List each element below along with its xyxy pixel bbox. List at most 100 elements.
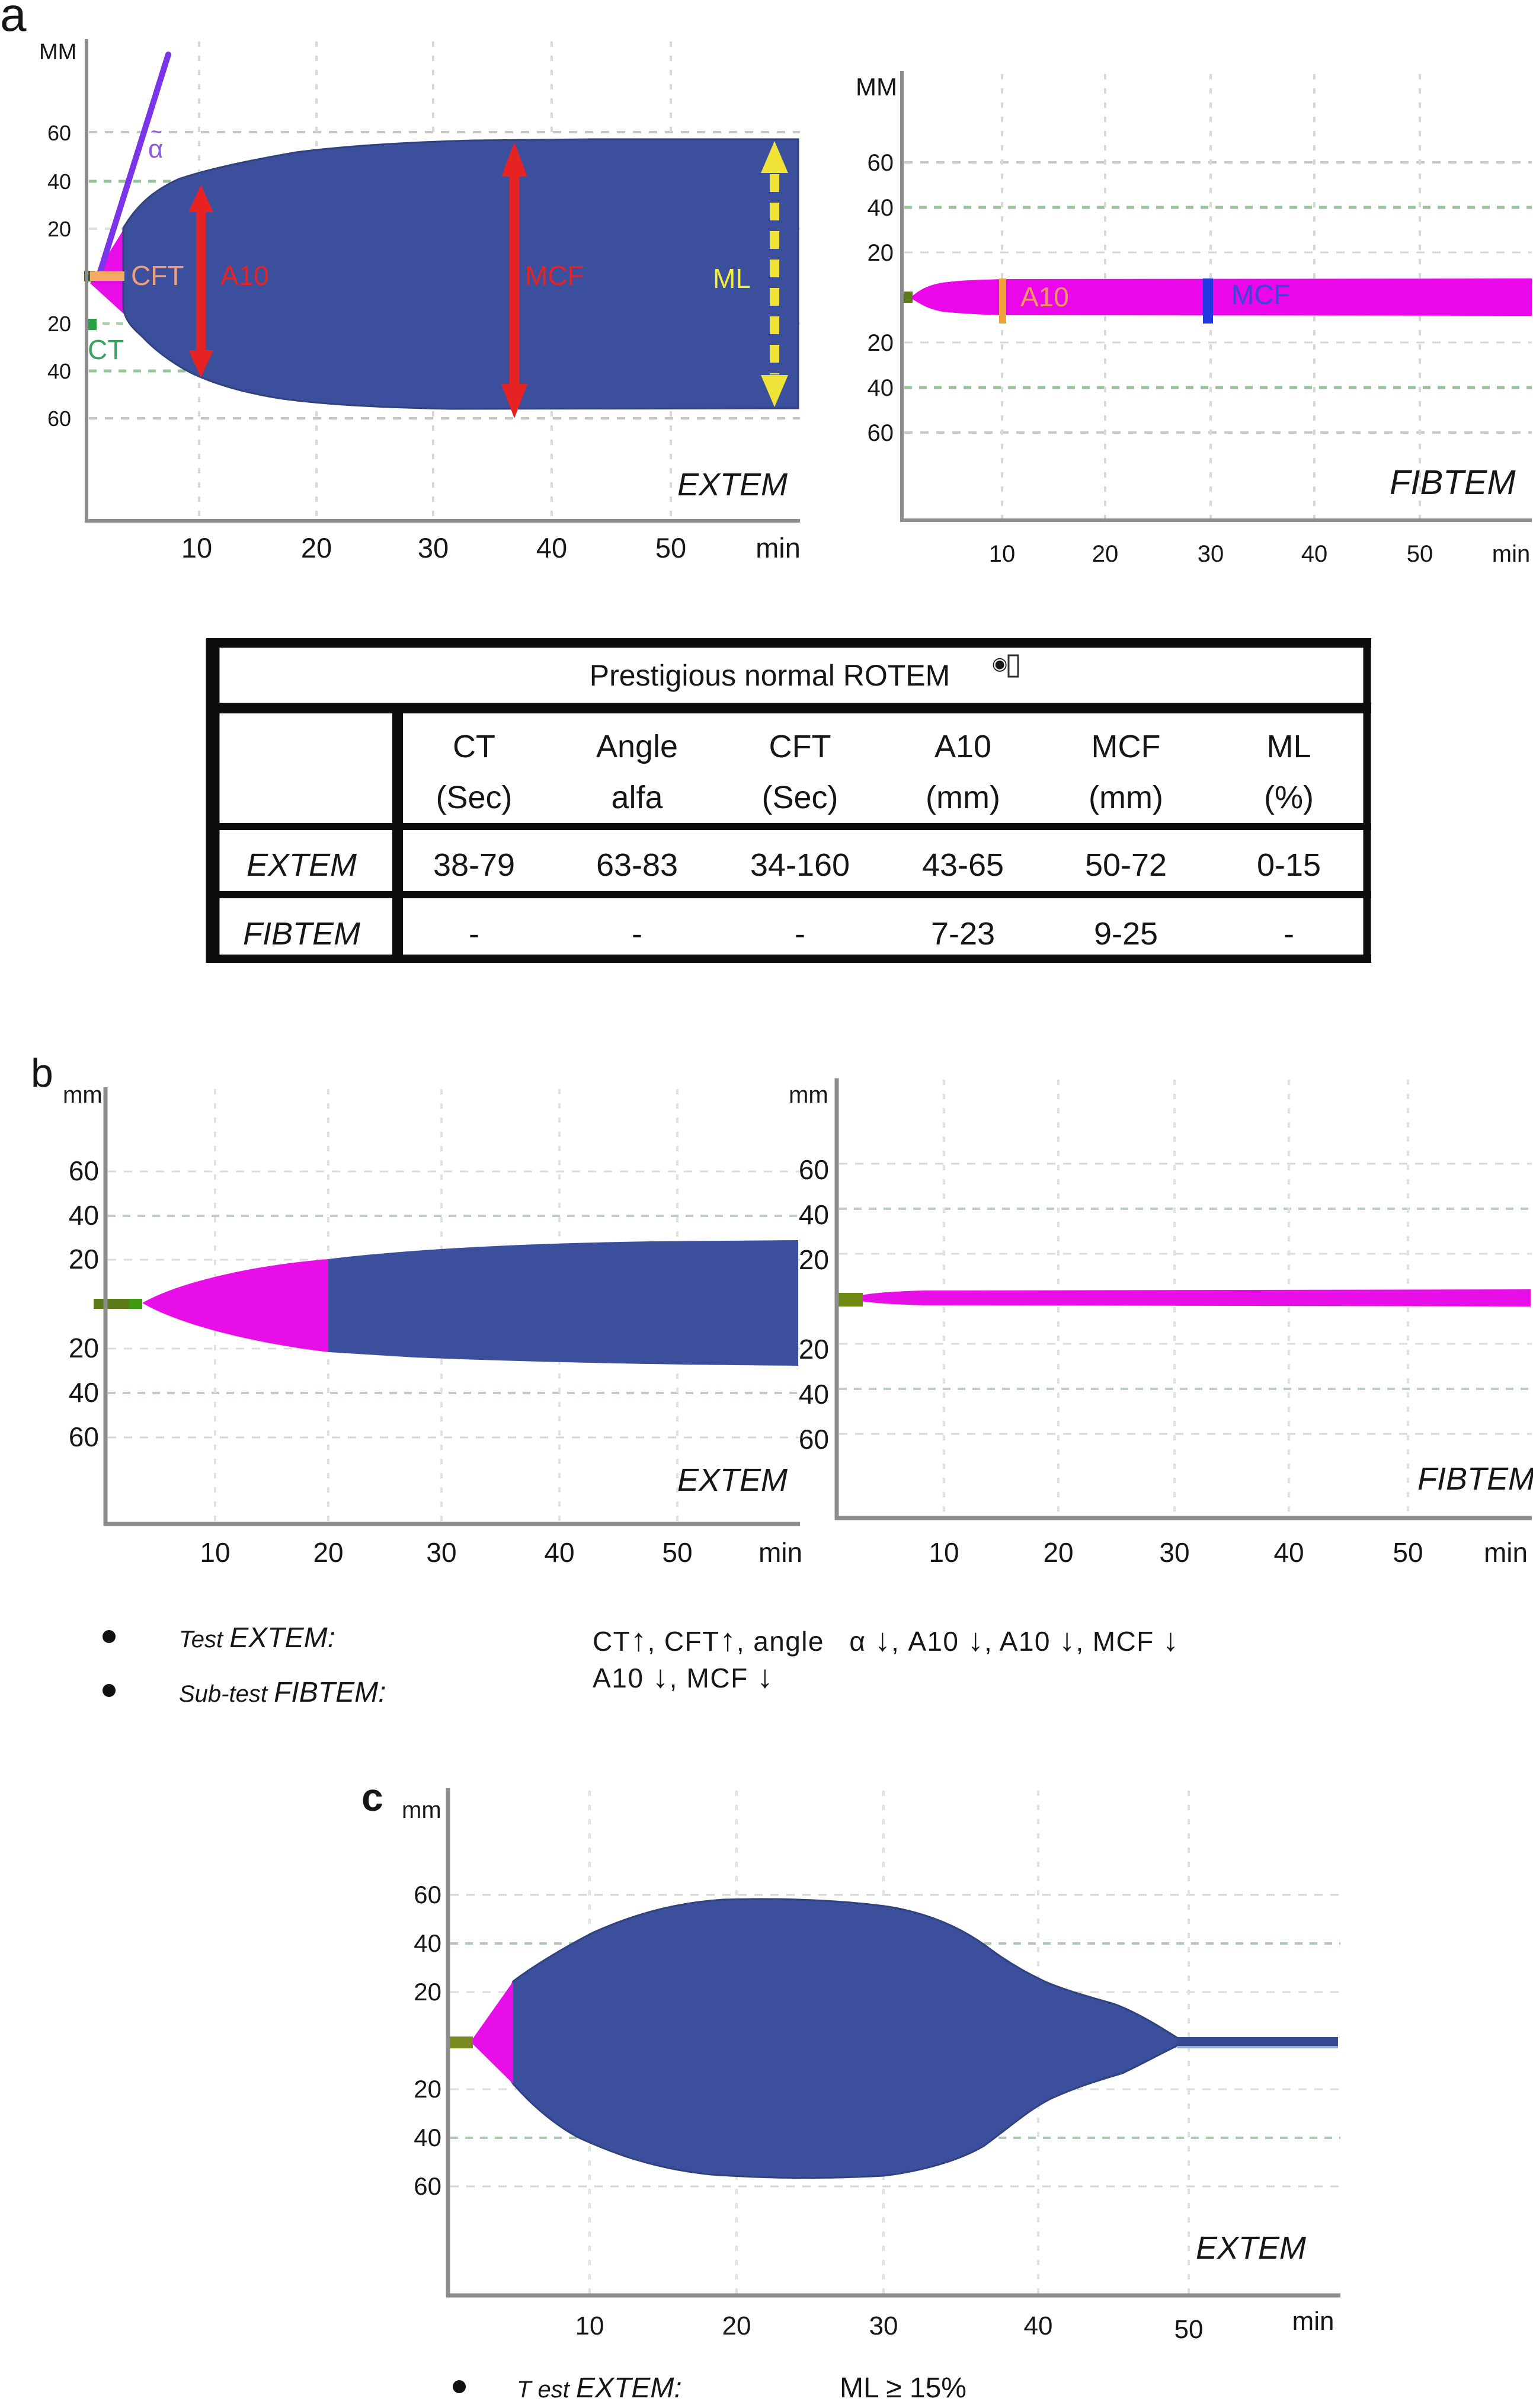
svg-text:20: 20 — [414, 2075, 441, 2103]
svg-text:b: b — [31, 1051, 53, 1096]
svg-text:40: 40 — [1301, 541, 1328, 567]
svg-text:60: 60 — [414, 1881, 441, 1909]
svg-text:40: 40 — [414, 1929, 441, 1957]
svg-text:9-25: 9-25 — [1094, 916, 1158, 952]
svg-text:20: 20 — [69, 1333, 99, 1363]
svg-text:mm: mm — [63, 1082, 103, 1108]
svg-text:Angle: Angle — [596, 729, 678, 764]
svg-text:60: 60 — [69, 1155, 99, 1186]
svg-text:40: 40 — [799, 1379, 829, 1410]
svg-text:20: 20 — [1043, 1537, 1073, 1568]
svg-text:38-79: 38-79 — [433, 847, 515, 883]
svg-text:A10 ↓, MCF ↓: A10 ↓, MCF ↓ — [593, 1659, 774, 1695]
svg-text:FIBTEM: FIBTEM — [1417, 1461, 1533, 1497]
svg-text:20: 20 — [799, 1334, 829, 1365]
svg-text:10: 10 — [181, 532, 212, 563]
svg-text:40: 40 — [544, 1537, 574, 1568]
svg-text:min: min — [1292, 2307, 1334, 2336]
svg-text:30: 30 — [1198, 541, 1224, 567]
svg-text:CFT: CFT — [131, 260, 184, 291]
svg-text:60: 60 — [868, 420, 894, 446]
svg-text:(Sec): (Sec) — [436, 780, 512, 815]
svg-text:Prestigious normal ROTEM: Prestigious normal ROTEM — [590, 659, 950, 692]
svg-text:63-83: 63-83 — [596, 847, 678, 883]
svg-text:alfa: alfa — [611, 780, 663, 815]
svg-text:MM: MM — [856, 73, 897, 101]
svg-text:30: 30 — [869, 2311, 898, 2340]
svg-text:CT: CT — [453, 729, 495, 764]
svg-text:EXTEM: EXTEM — [677, 467, 788, 502]
svg-text:A10: A10 — [220, 260, 269, 291]
svg-text:50: 50 — [1393, 1537, 1423, 1568]
svg-text:-: - — [795, 916, 805, 952]
svg-text:ML: ML — [713, 263, 751, 294]
svg-text:40: 40 — [536, 532, 567, 563]
svg-text:Sub-test FIBTEM:: Sub-test FIBTEM: — [179, 1677, 386, 1708]
svg-text:◉: ◉ — [992, 654, 1007, 674]
svg-text:min: min — [756, 532, 801, 563]
svg-text:A10: A10 — [934, 729, 991, 764]
svg-text:20: 20 — [722, 2311, 751, 2340]
svg-text:40: 40 — [414, 2124, 441, 2151]
svg-text:20: 20 — [47, 312, 71, 336]
svg-text:20: 20 — [414, 1978, 441, 2006]
svg-text:40: 40 — [47, 359, 71, 383]
svg-text:-: - — [1284, 916, 1294, 952]
svg-text:40: 40 — [69, 1200, 99, 1231]
svg-text:40: 40 — [799, 1199, 829, 1230]
svg-text:mm: mm — [402, 1797, 441, 1823]
svg-text:a: a — [0, 0, 27, 41]
svg-text:10: 10 — [575, 2311, 604, 2340]
svg-text:CT↑, CFT↑, angle α ↓, A10 ↓,: CT↑, CFT↑, angle α ↓, A10 ↓, A10 ↓, MCF … — [593, 1622, 1179, 1658]
svg-text:50-72: 50-72 — [1085, 847, 1167, 883]
svg-text:(Sec): (Sec) — [761, 780, 838, 815]
svg-text:10: 10 — [200, 1537, 230, 1568]
svg-text:30: 30 — [426, 1537, 456, 1568]
svg-text:CT: CT — [88, 334, 124, 365]
svg-text:-: - — [632, 916, 642, 952]
svg-text:40: 40 — [47, 169, 71, 194]
svg-text:50: 50 — [1174, 2315, 1204, 2344]
svg-text:20: 20 — [868, 330, 894, 356]
svg-text:43-65: 43-65 — [922, 847, 1004, 883]
svg-text:(mm): (mm) — [1089, 780, 1163, 815]
svg-text:50: 50 — [655, 532, 686, 563]
svg-text:20: 20 — [868, 240, 894, 266]
svg-text:MCF: MCF — [1092, 729, 1161, 764]
svg-text:40: 40 — [1024, 2311, 1053, 2340]
svg-text:mm: mm — [789, 1082, 828, 1108]
svg-text:40: 40 — [69, 1377, 99, 1408]
svg-text:20: 20 — [313, 1537, 343, 1568]
svg-text:ML: ML — [1266, 729, 1311, 764]
svg-text:min: min — [759, 1537, 802, 1568]
svg-text:20: 20 — [69, 1244, 99, 1275]
svg-text:min: min — [1492, 541, 1530, 567]
svg-text:EXTEM: EXTEM — [677, 1462, 788, 1498]
svg-text:MCF: MCF — [525, 260, 584, 291]
svg-text:40: 40 — [868, 195, 894, 221]
svg-text:c: c — [361, 1775, 383, 1819]
svg-text:34-160: 34-160 — [750, 847, 850, 883]
svg-text:60: 60 — [47, 121, 71, 145]
svg-text:FIBTEM: FIBTEM — [243, 916, 360, 952]
svg-text:60: 60 — [799, 1424, 829, 1455]
svg-text:(%): (%) — [1264, 780, 1314, 815]
svg-text:20: 20 — [301, 532, 332, 563]
svg-text:60: 60 — [868, 150, 894, 176]
svg-text:min: min — [1484, 1537, 1528, 1568]
svg-text:CFT: CFT — [769, 729, 831, 764]
svg-text:20: 20 — [47, 217, 71, 241]
svg-text:0-15: 0-15 — [1257, 847, 1321, 883]
svg-text:60: 60 — [799, 1154, 829, 1185]
svg-text:20: 20 — [1092, 541, 1119, 567]
svg-text:FIBTEM: FIBTEM — [1390, 463, 1516, 502]
svg-text:EXTEM: EXTEM — [247, 847, 357, 883]
svg-text:50: 50 — [662, 1537, 692, 1568]
svg-text:40: 40 — [1273, 1537, 1304, 1568]
svg-text:α: α — [148, 135, 163, 164]
svg-text:40: 40 — [868, 375, 894, 401]
svg-text:MM: MM — [39, 40, 76, 65]
svg-text:60: 60 — [414, 2172, 441, 2200]
svg-text:60: 60 — [47, 406, 71, 431]
svg-text:30: 30 — [418, 532, 449, 563]
